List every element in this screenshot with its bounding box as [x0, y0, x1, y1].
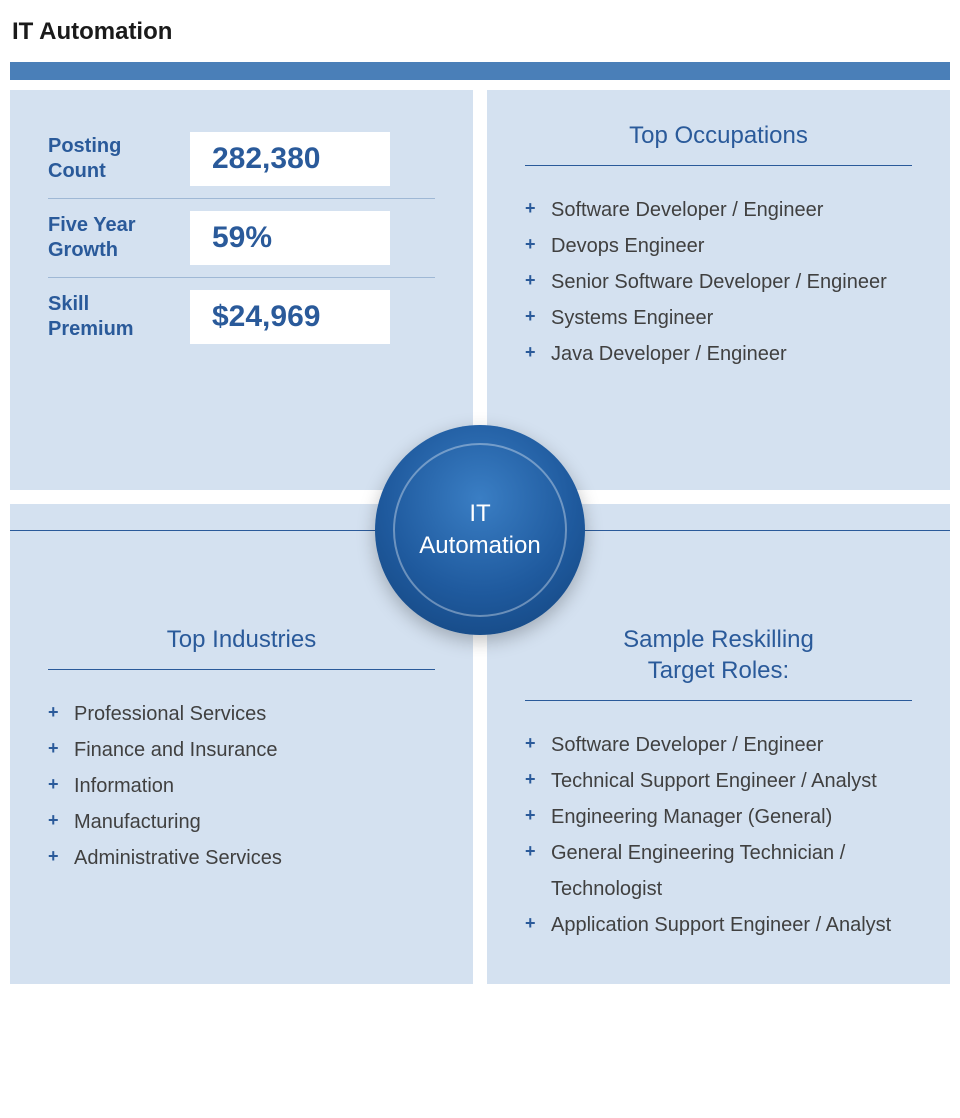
section-underline	[525, 700, 912, 701]
stat-value: 282,380	[212, 142, 320, 175]
quadrant-stats: Posting Count 282,380 Five Year Growth 5…	[10, 90, 473, 490]
list-item: Software Developer / Engineer	[525, 727, 912, 763]
stat-value-box: 59%	[190, 211, 390, 265]
infographic-container: IT Automation Posting Count 282,380 Five…	[10, 90, 950, 984]
list-item: Application Support Engineer / Analyst	[525, 907, 912, 943]
accent-bar	[10, 62, 950, 80]
reskilling-title-line1: Sample Reskilling	[623, 626, 814, 653]
list-item: Administrative Services	[48, 840, 435, 876]
list-item: Engineering Manager (General)	[525, 799, 912, 835]
stat-label: Five Year Growth	[48, 213, 168, 263]
list-industries: Professional Services Finance and Insura…	[48, 696, 435, 876]
list-item: General Engineering Technician / Technol…	[525, 835, 912, 907]
list-item: Senior Software Developer / Engineer	[525, 264, 912, 300]
section-title-industries: Top Industries	[48, 624, 435, 655]
stat-label: Skill Premium	[48, 292, 168, 342]
stat-value: $24,969	[212, 300, 320, 333]
stat-row-posting-count: Posting Count 282,380	[48, 120, 435, 199]
list-reskilling: Software Developer / Engineer Technical …	[525, 727, 912, 943]
reskilling-title-line2: Target Roles:	[648, 657, 789, 684]
stat-row-growth: Five Year Growth 59%	[48, 199, 435, 278]
list-item: Java Developer / Engineer	[525, 336, 912, 372]
stat-label: Posting Count	[48, 134, 168, 184]
list-item: Technical Support Engineer / Analyst	[525, 763, 912, 799]
list-item: Software Developer / Engineer	[525, 192, 912, 228]
center-circle: IT Automation	[375, 425, 585, 635]
section-underline	[48, 669, 435, 670]
stat-value-box: 282,380	[190, 132, 390, 186]
stat-value-box: $24,969	[190, 290, 390, 344]
center-label-line2: Automation	[419, 532, 540, 559]
quadrant-occupations: Top Occupations Software Developer / Eng…	[487, 90, 950, 490]
stat-value: 59%	[212, 221, 272, 254]
list-item: Systems Engineer	[525, 300, 912, 336]
list-item: Manufacturing	[48, 804, 435, 840]
list-item: Professional Services	[48, 696, 435, 732]
center-label: IT Automation	[419, 498, 540, 563]
list-item: Devops Engineer	[525, 228, 912, 264]
section-title-reskilling: Sample Reskilling Target Roles:	[525, 624, 912, 686]
page-title: IT Automation	[12, 18, 950, 46]
center-label-line1: IT	[469, 500, 490, 527]
stat-row-premium: Skill Premium $24,969	[48, 278, 435, 356]
list-occupations: Software Developer / Engineer Devops Eng…	[525, 192, 912, 372]
section-underline	[525, 165, 912, 166]
section-title-occupations: Top Occupations	[525, 120, 912, 151]
list-item: Information	[48, 768, 435, 804]
list-item: Finance and Insurance	[48, 732, 435, 768]
